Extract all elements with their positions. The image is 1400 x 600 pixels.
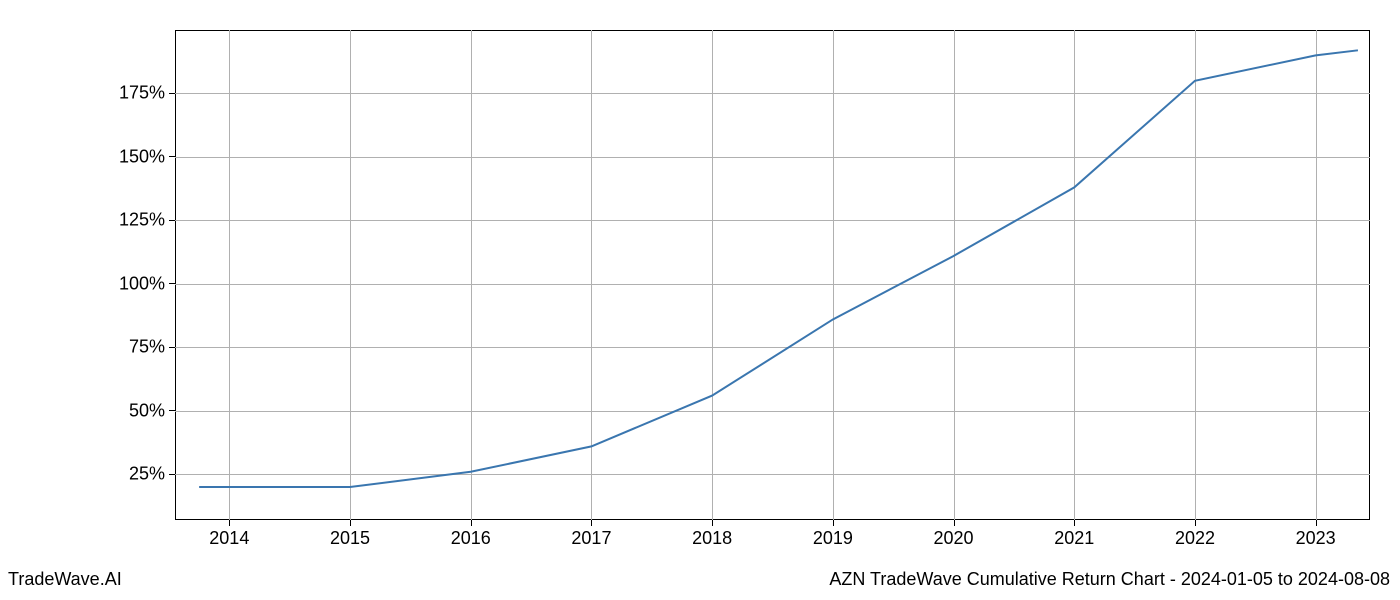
x-tick-label: 2015 — [330, 528, 370, 549]
y-tick-mark — [169, 347, 175, 348]
y-tick-label: 75% — [105, 337, 165, 358]
x-tick-mark — [1074, 520, 1075, 526]
x-tick-mark — [350, 520, 351, 526]
x-tick-mark — [1195, 520, 1196, 526]
x-tick-label: 2016 — [451, 528, 491, 549]
x-tick-mark — [591, 520, 592, 526]
y-tick-label: 100% — [105, 273, 165, 294]
x-tick-label: 2022 — [1175, 528, 1215, 549]
footer-left-text: TradeWave.AI — [8, 569, 122, 590]
x-tick-label: 2023 — [1296, 528, 1336, 549]
y-tick-label: 25% — [105, 464, 165, 485]
x-tick-mark — [833, 520, 834, 526]
y-tick-mark — [169, 283, 175, 284]
x-tick-label: 2019 — [813, 528, 853, 549]
x-tick-label: 2017 — [571, 528, 611, 549]
chart-plot-area — [175, 30, 1370, 520]
x-tick-mark — [229, 520, 230, 526]
y-tick-label: 50% — [105, 400, 165, 421]
line-series — [175, 30, 1370, 520]
x-tick-mark — [471, 520, 472, 526]
x-tick-label: 2014 — [209, 528, 249, 549]
y-tick-mark — [169, 156, 175, 157]
y-tick-mark — [169, 220, 175, 221]
x-tick-mark — [1316, 520, 1317, 526]
x-tick-label: 2018 — [692, 528, 732, 549]
y-tick-mark — [169, 410, 175, 411]
x-tick-label: 2021 — [1054, 528, 1094, 549]
y-tick-mark — [169, 474, 175, 475]
y-tick-label: 150% — [105, 146, 165, 167]
x-tick-mark — [712, 520, 713, 526]
y-tick-mark — [169, 93, 175, 94]
y-tick-label: 175% — [105, 83, 165, 104]
y-tick-label: 125% — [105, 210, 165, 231]
x-tick-label: 2020 — [934, 528, 974, 549]
x-tick-mark — [954, 520, 955, 526]
footer-right-text: AZN TradeWave Cumulative Return Chart - … — [829, 569, 1390, 590]
